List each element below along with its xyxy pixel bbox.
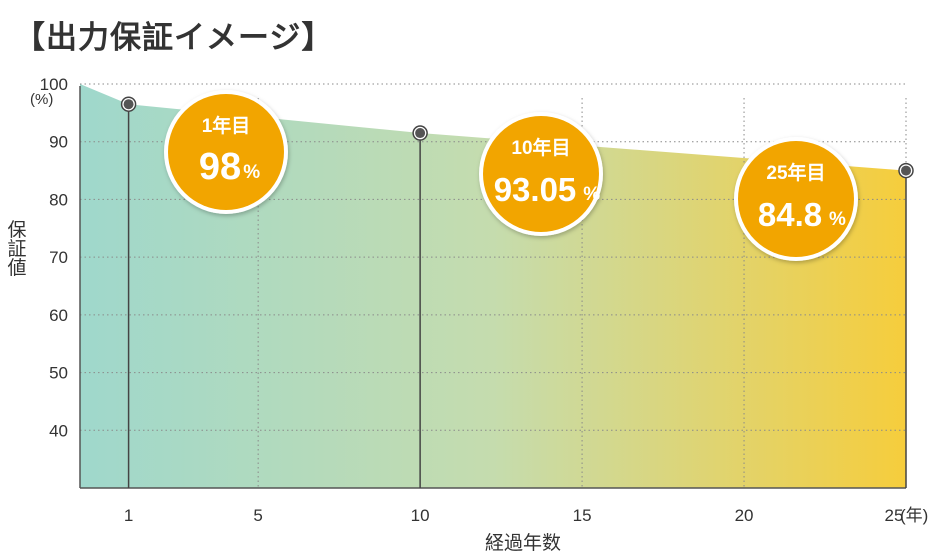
y-tick-label: 90 [49, 133, 68, 152]
callout-badge: 1年目 98% [164, 90, 288, 214]
x-tick-label: 5 [253, 506, 262, 525]
x-axis-title: 経過年数 [485, 532, 561, 554]
callout-value: 98 [199, 146, 241, 188]
callout-year-label: 25年目 [766, 161, 825, 184]
y-tick-label: 40 [49, 421, 68, 440]
callout-unit: % [243, 162, 260, 183]
callout-unit: % [829, 209, 846, 230]
y-tick-label: 80 [49, 190, 68, 209]
callout-value: 84.8 [758, 196, 822, 233]
y-tick-label: 70 [49, 248, 68, 267]
x-tick-label: 20 [735, 506, 754, 525]
y-axis-unit: (%) [30, 91, 53, 108]
callout-badge: 25年目 84.8% [734, 137, 858, 261]
x-axis-unit: (年) [900, 506, 928, 525]
data-point [901, 165, 911, 176]
y-axis-title: 保証値 [5, 219, 27, 276]
callout-badge: 10年目 93.05% [479, 112, 603, 236]
x-tick-label: 15 [573, 506, 592, 525]
x-tick-label: 10 [411, 506, 430, 525]
callout-fill [738, 141, 854, 257]
callout-unit: % [583, 184, 600, 205]
callout-value: 93.05 [494, 171, 577, 208]
page-title: 【出力保証イメージ】 [14, 20, 334, 56]
callout-year-label: 10年目 [511, 136, 570, 159]
callout-fill [168, 94, 284, 210]
y-tick-label: 60 [49, 306, 68, 325]
x-tick-label: 25 [885, 506, 904, 525]
x-tick-label: 1 [124, 506, 133, 525]
y-tick-label: 100 [40, 75, 68, 94]
callout-year-label: 1年目 [202, 114, 251, 137]
data-point [415, 128, 426, 139]
callout-fill [483, 116, 599, 232]
data-point [123, 99, 134, 110]
guarantee-area [80, 84, 906, 488]
y-tick-label: 50 [49, 364, 68, 383]
